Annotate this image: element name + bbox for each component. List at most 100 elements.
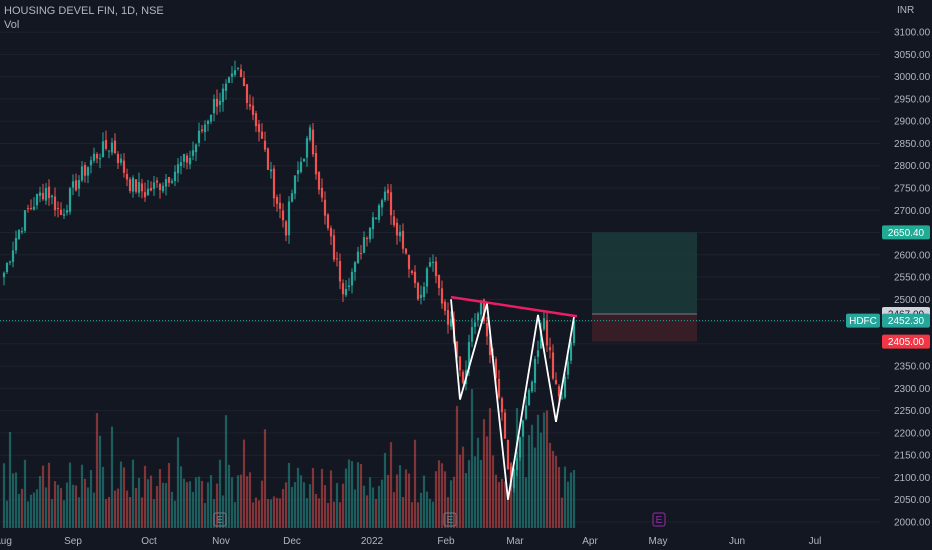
symbol-title[interactable]: HOUSING DEVEL FIN, 1D, NSE: [4, 5, 164, 17]
candle-body: [311, 129, 315, 155]
volume-bar: [344, 468, 348, 528]
volume-bar: [2, 463, 6, 528]
volume-bar: [380, 479, 384, 528]
candle-body: [224, 83, 228, 91]
volume-bar: [95, 413, 99, 528]
candle-body: [506, 440, 510, 470]
x-tick-label: Oct: [141, 536, 157, 547]
volume-bar: [302, 482, 306, 528]
candle-body: [62, 214, 66, 216]
volume-bar: [221, 495, 225, 528]
candle-body: [98, 158, 102, 160]
stop-zone: [592, 314, 697, 342]
y-axis[interactable]: 3100.00 3050.00 3000.00 2950.00 2900.00 2850.…: [894, 28, 931, 529]
candle-body: [536, 350, 540, 357]
volume-bar: [290, 486, 294, 528]
volume-bar: [23, 459, 27, 528]
y-tick-label: 2550.00: [894, 273, 931, 284]
volume-bar: [92, 492, 96, 528]
candle-body: [473, 322, 477, 327]
candle-body: [557, 386, 561, 397]
candle-body: [140, 183, 144, 192]
currency-label[interactable]: INR: [897, 5, 915, 16]
volume-bar: [506, 490, 510, 528]
volume-bar: [68, 462, 72, 528]
candle-body: [125, 173, 129, 180]
volume-bar: [545, 410, 549, 528]
volume-bar: [266, 498, 270, 528]
volume-indicator-label[interactable]: Vol: [4, 19, 20, 31]
candle-body: [395, 222, 399, 236]
candle-body: [20, 231, 24, 233]
candle-body: [116, 153, 120, 163]
volume-bar: [173, 500, 177, 528]
volume-bar: [32, 492, 36, 528]
candle-body: [308, 127, 312, 140]
x-tick-label: May: [649, 536, 668, 547]
volume-bar: [8, 431, 12, 528]
volume-bar: [185, 482, 189, 528]
volume-bar: [464, 473, 468, 528]
candle-body: [413, 271, 417, 284]
grid: [0, 31, 880, 523]
candle-body: [287, 201, 291, 236]
candle-body: [320, 187, 324, 198]
volume-bar: [428, 498, 432, 528]
candle-body: [458, 356, 462, 371]
volume-bar: [371, 487, 375, 528]
candle-body: [530, 381, 534, 392]
volume-bar: [269, 499, 273, 528]
candle-body: [326, 214, 330, 229]
volume-bar: [536, 414, 540, 528]
target-zone: [592, 232, 697, 315]
candle-body: [389, 192, 393, 216]
candle-body: [179, 162, 183, 167]
candle-body: [428, 262, 432, 267]
candle-body: [233, 70, 237, 75]
volume-bar: [497, 482, 501, 528]
volume-bar: [356, 462, 360, 528]
volume-bar: [395, 474, 399, 528]
y-tick-label: 2500.00: [894, 295, 931, 306]
volume-bar: [113, 490, 117, 528]
volume-bar: [272, 496, 276, 528]
volume-bar: [242, 439, 246, 528]
volume-bar: [524, 477, 528, 528]
candle-body: [329, 228, 333, 237]
volume-bar: [332, 501, 336, 528]
last-price-label-bg: [882, 313, 930, 328]
volume-bar: [311, 467, 315, 528]
y-tick-label: 2100.00: [894, 473, 931, 484]
candle-body: [206, 120, 210, 125]
x-tick-label: Nov: [212, 536, 230, 547]
volume-bar: [338, 502, 342, 528]
candle-body: [2, 272, 6, 278]
candle-body: [146, 188, 150, 196]
candle-body: [191, 150, 195, 156]
candle-body: [254, 113, 258, 127]
volume-bar: [125, 490, 129, 528]
volume-bar: [104, 499, 108, 528]
y-tick-label: 2950.00: [894, 94, 931, 105]
candle-body: [11, 250, 15, 262]
candle-body: [32, 206, 36, 210]
candle-body: [113, 140, 117, 154]
volume-bar: [368, 477, 372, 528]
x-tick-label: Aug: [0, 536, 12, 547]
volume-bar: [293, 482, 297, 528]
x-axis[interactable]: Aug Sep Oct Nov Dec 2022 Feb Mar Apr May Jun Jul: [0, 536, 821, 547]
earnings-marker: [213, 512, 227, 527]
candle-body: [239, 69, 243, 78]
volume-bar: [377, 485, 381, 528]
candle-body: [275, 197, 279, 204]
candle-body: [551, 352, 555, 379]
volume-bar: [461, 446, 465, 528]
volume-bar: [503, 481, 507, 528]
volume-bar: [434, 471, 438, 528]
candle-body: [215, 98, 219, 107]
candle-body: [422, 286, 426, 297]
volume-bar: [452, 476, 456, 528]
volume-bar: [38, 476, 42, 528]
